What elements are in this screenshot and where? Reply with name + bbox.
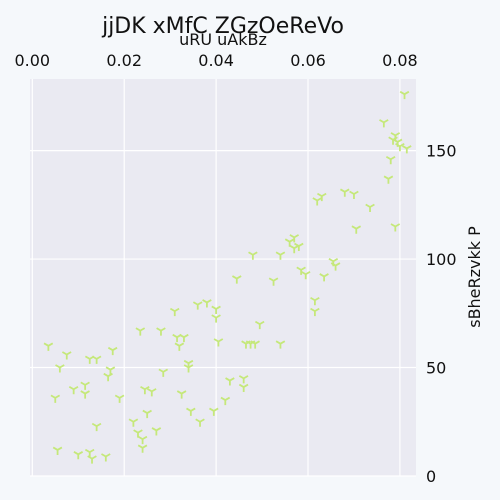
data-point (186, 407, 196, 416)
data-point (137, 444, 148, 453)
data-point (319, 273, 329, 282)
data-point (211, 314, 221, 323)
data-point (268, 277, 279, 286)
data-point (146, 388, 157, 397)
data-point (395, 142, 405, 152)
data-point (174, 342, 185, 351)
data-point (101, 453, 111, 462)
data-point (202, 299, 212, 308)
y-tick-label: 100 (426, 250, 457, 269)
x-tick-label: 0.04 (198, 51, 234, 70)
data-point (156, 327, 166, 336)
data-point (114, 394, 125, 403)
data-point (238, 375, 249, 384)
data-point (52, 446, 63, 455)
data-point (158, 368, 169, 377)
data-point (250, 340, 260, 349)
data-point (151, 427, 162, 436)
data-point (351, 225, 362, 234)
data-point (310, 296, 320, 306)
data-point (310, 307, 320, 317)
data-point (140, 385, 150, 395)
data-point (365, 203, 375, 212)
data-point (300, 270, 311, 280)
data-point (349, 190, 359, 199)
y-tick-label: 0 (426, 467, 436, 486)
data-point (284, 238, 295, 247)
x-tick-label: 0.08 (382, 51, 418, 70)
data-point (225, 377, 235, 386)
data-point (103, 372, 113, 382)
data-point (399, 90, 410, 100)
y-tick-label: 50 (426, 359, 446, 378)
x-tick-labels: 0.00 0.02 0.04 0.06 0.08 (14, 51, 417, 70)
data-point (55, 364, 65, 373)
y-axis-label: sBheRzvkk P (465, 226, 484, 328)
data-point (213, 338, 224, 347)
data-point (43, 342, 54, 351)
data-point (133, 429, 143, 438)
data-point (80, 381, 90, 390)
chart-title: jjDK xMfC ZGzOeReVo (101, 14, 344, 39)
data-point (254, 320, 265, 330)
grid-lines (30, 79, 416, 477)
data-point (231, 275, 242, 284)
plot-area (30, 79, 416, 476)
data-point (91, 355, 102, 364)
data-point (179, 333, 189, 343)
data-point (61, 351, 72, 360)
data-point (135, 327, 146, 336)
data-point (105, 366, 116, 375)
y-tick-label: 150 (426, 142, 457, 161)
data-point (294, 242, 304, 252)
data-point (379, 119, 389, 128)
data-point (248, 251, 258, 260)
data-point (220, 396, 231, 406)
data-point (107, 346, 118, 356)
data-point (87, 455, 97, 464)
y-tick-labels: 0 50 100 150 (426, 142, 457, 486)
data-point (50, 394, 61, 403)
data-point (390, 223, 401, 232)
data-point (383, 175, 394, 184)
data-point (402, 145, 412, 154)
data-point (142, 409, 152, 419)
x-tick-label: 0.06 (290, 51, 326, 70)
data-point (128, 418, 139, 427)
data-point (289, 234, 300, 243)
x-tick-label: 0.00 (14, 51, 50, 70)
data-point (68, 385, 79, 395)
data-point (275, 340, 286, 349)
data-point (192, 301, 203, 310)
x-tick-label: 0.02 (106, 51, 142, 70)
data-point (91, 422, 102, 432)
data-point (316, 192, 327, 202)
data-point (176, 390, 187, 399)
data-point (330, 262, 341, 271)
data-point (312, 197, 323, 206)
data-point (211, 305, 221, 314)
data-point (80, 390, 90, 399)
data-point (73, 451, 84, 460)
data-points (43, 90, 412, 464)
data-point (238, 383, 249, 393)
x-axis-label: uRU uAkBz (179, 30, 267, 49)
data-point (275, 251, 286, 260)
data-point (137, 435, 148, 445)
data-point (169, 307, 180, 317)
data-point (339, 188, 350, 197)
data-point (195, 418, 205, 427)
data-point (209, 407, 219, 416)
data-point (183, 364, 194, 373)
data-point (385, 155, 396, 165)
